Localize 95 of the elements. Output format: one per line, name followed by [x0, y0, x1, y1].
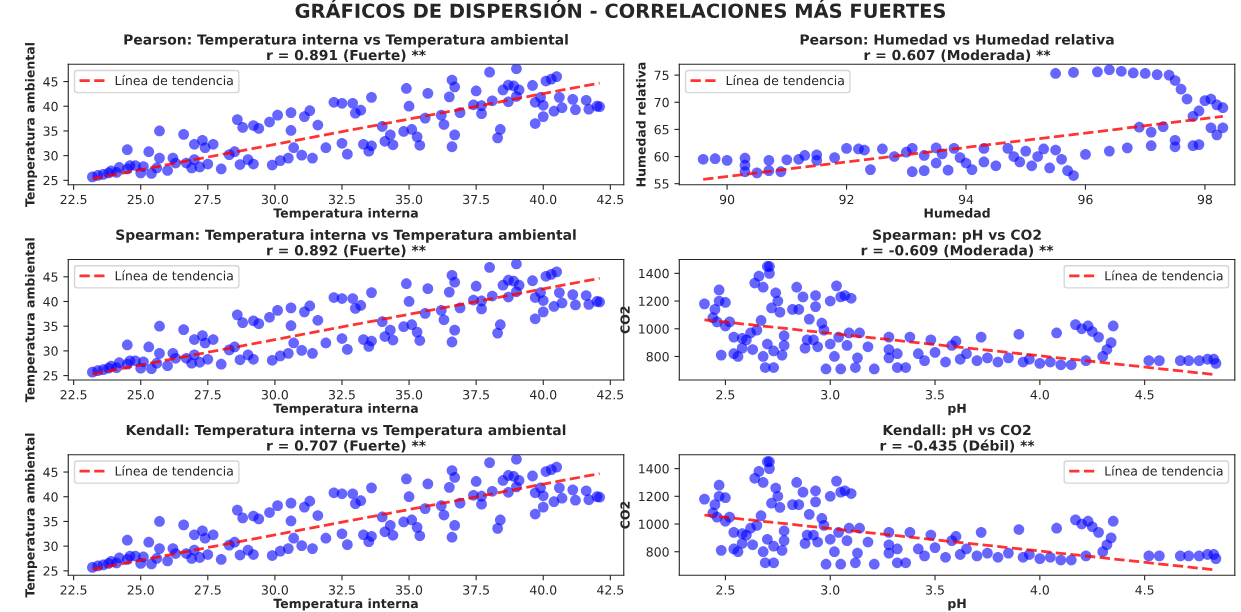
- chart-title: Spearman: pH vs CO2 r = -0.609 (Moderada) **: [861, 229, 1054, 258]
- y-tick-label: 30: [43, 346, 58, 356]
- x-tick-label: 98: [1197, 194, 1213, 205]
- y-tick-label: 40: [43, 296, 58, 307]
- y-tick-label: 800: [646, 547, 669, 557]
- chart-title: Spearman: Temperatura interna vs Temperatura ambiental r = 0.892 (Fuerte) **: [116, 229, 576, 258]
- x-tick-label: 4.5: [1135, 585, 1154, 595]
- y-tick-label: 30: [43, 541, 58, 552]
- x-axis-title: Temperatura interna: [273, 598, 418, 611]
- x-tick-label: 30.0: [261, 194, 288, 205]
- y-tick-label: 1000: [639, 324, 669, 334]
- y-tick-label: 35: [43, 321, 58, 332]
- x-tick-label: 40.0: [529, 194, 557, 205]
- x-tick-label: 25.0: [127, 389, 154, 400]
- x-tick-label: 94: [958, 194, 974, 205]
- x-tick-label: 22.5: [60, 585, 87, 595]
- y-axis-title: CO2: [620, 306, 630, 334]
- x-axis-title: pH: [948, 403, 966, 416]
- y-tick-label: 25: [43, 371, 58, 381]
- x-tick-label: 2.5: [716, 585, 735, 595]
- legend-label: Línea de tendencia: [115, 465, 233, 476]
- legend-label: Línea de tendencia: [1105, 270, 1223, 281]
- legend-label: Línea de tendencia: [115, 75, 233, 86]
- x-tick-label: 40.0: [529, 585, 557, 595]
- y-tick-label: 40: [43, 101, 58, 112]
- y-tick-label: 800: [646, 351, 669, 362]
- y-tick-label: 25: [43, 566, 58, 576]
- x-tick-label: 25.0: [127, 194, 154, 205]
- x-axis-title: pH: [948, 598, 966, 611]
- x-axis-title: Humedad: [924, 207, 990, 218]
- x-tick-label: 32.5: [329, 389, 355, 400]
- y-tick-label: 65: [654, 124, 669, 135]
- x-axis-title: Temperatura interna: [273, 403, 418, 416]
- y-tick-label: 45: [43, 272, 58, 282]
- y-tick-label: 30: [43, 151, 58, 161]
- x-tick-label: 3.0: [821, 585, 840, 595]
- x-tick-label: 4.5: [1135, 390, 1154, 400]
- x-axis-title: Temperatura interna: [273, 207, 418, 221]
- y-tick-label: 45: [43, 77, 58, 87]
- x-tick-label: 37.5: [463, 194, 489, 205]
- chart-title: Pearson: Temperatura interna vs Temperatura ambiental r = 0.891 (Fuerte) **: [124, 33, 568, 62]
- x-tick-label: 40.0: [529, 389, 557, 400]
- x-tick-label: 25.0: [127, 585, 154, 595]
- legend-label: Línea de tendencia: [115, 270, 233, 281]
- x-tick-label: 2.5: [716, 389, 735, 400]
- y-tick-label: 1000: [639, 519, 669, 529]
- x-tick-label: 37.5: [463, 585, 489, 595]
- x-tick-label: 35.0: [396, 194, 423, 205]
- y-axis-title: Temperatura ambiental: [24, 238, 38, 403]
- legend-label: Línea de tendencia: [726, 75, 844, 86]
- y-axis-title: Temperatura ambiental: [24, 43, 38, 207]
- x-tick-label: 35.0: [396, 389, 423, 400]
- y-tick-label: 35: [43, 126, 58, 136]
- x-tick-label: 3.5: [926, 389, 944, 400]
- x-tick-label: 42.5: [597, 389, 624, 400]
- x-tick-label: 27.5: [194, 389, 221, 400]
- y-tick-label: 55: [654, 179, 669, 189]
- x-tick-label: 32.5: [329, 585, 355, 595]
- y-tick-label: 45: [43, 467, 58, 477]
- x-tick-label: 30.0: [261, 585, 288, 595]
- y-axis-title: CO2: [620, 501, 630, 529]
- y-tick-label: 25: [43, 175, 58, 186]
- x-tick-label: 3.5: [926, 585, 944, 595]
- y-axis-title: Humedad relativa: [636, 62, 646, 187]
- y-tick-label: 1400: [639, 268, 669, 279]
- y-tick-label: 40: [43, 492, 58, 502]
- x-tick-label: 27.5: [194, 585, 221, 595]
- y-tick-label: 1200: [639, 491, 669, 502]
- y-tick-label: 1400: [639, 464, 669, 474]
- x-tick-label: 42.5: [597, 194, 624, 205]
- chart-title: Pearson: Humedad vs Humedad relativa r = 0.607 (Moderada) **: [800, 33, 1114, 62]
- x-tick-label: 35.0: [396, 585, 423, 595]
- x-tick-label: 32.5: [329, 194, 355, 205]
- x-tick-label: 3.0: [821, 389, 840, 400]
- x-tick-label: 96: [1078, 194, 1093, 205]
- legend-label: Línea de tendencia: [1105, 465, 1223, 476]
- y-tick-label: 35: [43, 516, 58, 527]
- y-axis-title: Temperatura ambiental: [24, 433, 38, 598]
- x-tick-label: 4.0: [1030, 389, 1049, 400]
- y-tick-label: 70: [654, 97, 669, 108]
- y-tick-label: 75: [654, 70, 669, 81]
- x-tick-label: 37.5: [463, 389, 489, 400]
- x-tick-label: 92: [839, 194, 854, 205]
- chart-title: Kendall: Temperatura interna vs Temperatura ambiental r = 0.707 (Fuerte) **: [126, 424, 566, 453]
- y-tick-label: 60: [654, 152, 669, 162]
- x-tick-label: 27.5: [194, 194, 221, 205]
- x-tick-label: 22.5: [60, 194, 87, 205]
- x-tick-label: 30.0: [261, 389, 288, 400]
- x-tick-label: 4.0: [1030, 585, 1049, 595]
- x-tick-label: 22.5: [60, 389, 87, 400]
- x-tick-label: 90: [719, 194, 735, 205]
- chart-title: Kendall: pH vs CO2 r = -0.435 (Débil) **: [880, 424, 1035, 453]
- y-tick-label: 1200: [639, 296, 669, 306]
- x-tick-label: 42.5: [597, 585, 624, 595]
- text: GRÁFICOS DE DISPERSIÓN - CORRELACIONES MÁS FUERTES: [295, 0, 945, 19]
